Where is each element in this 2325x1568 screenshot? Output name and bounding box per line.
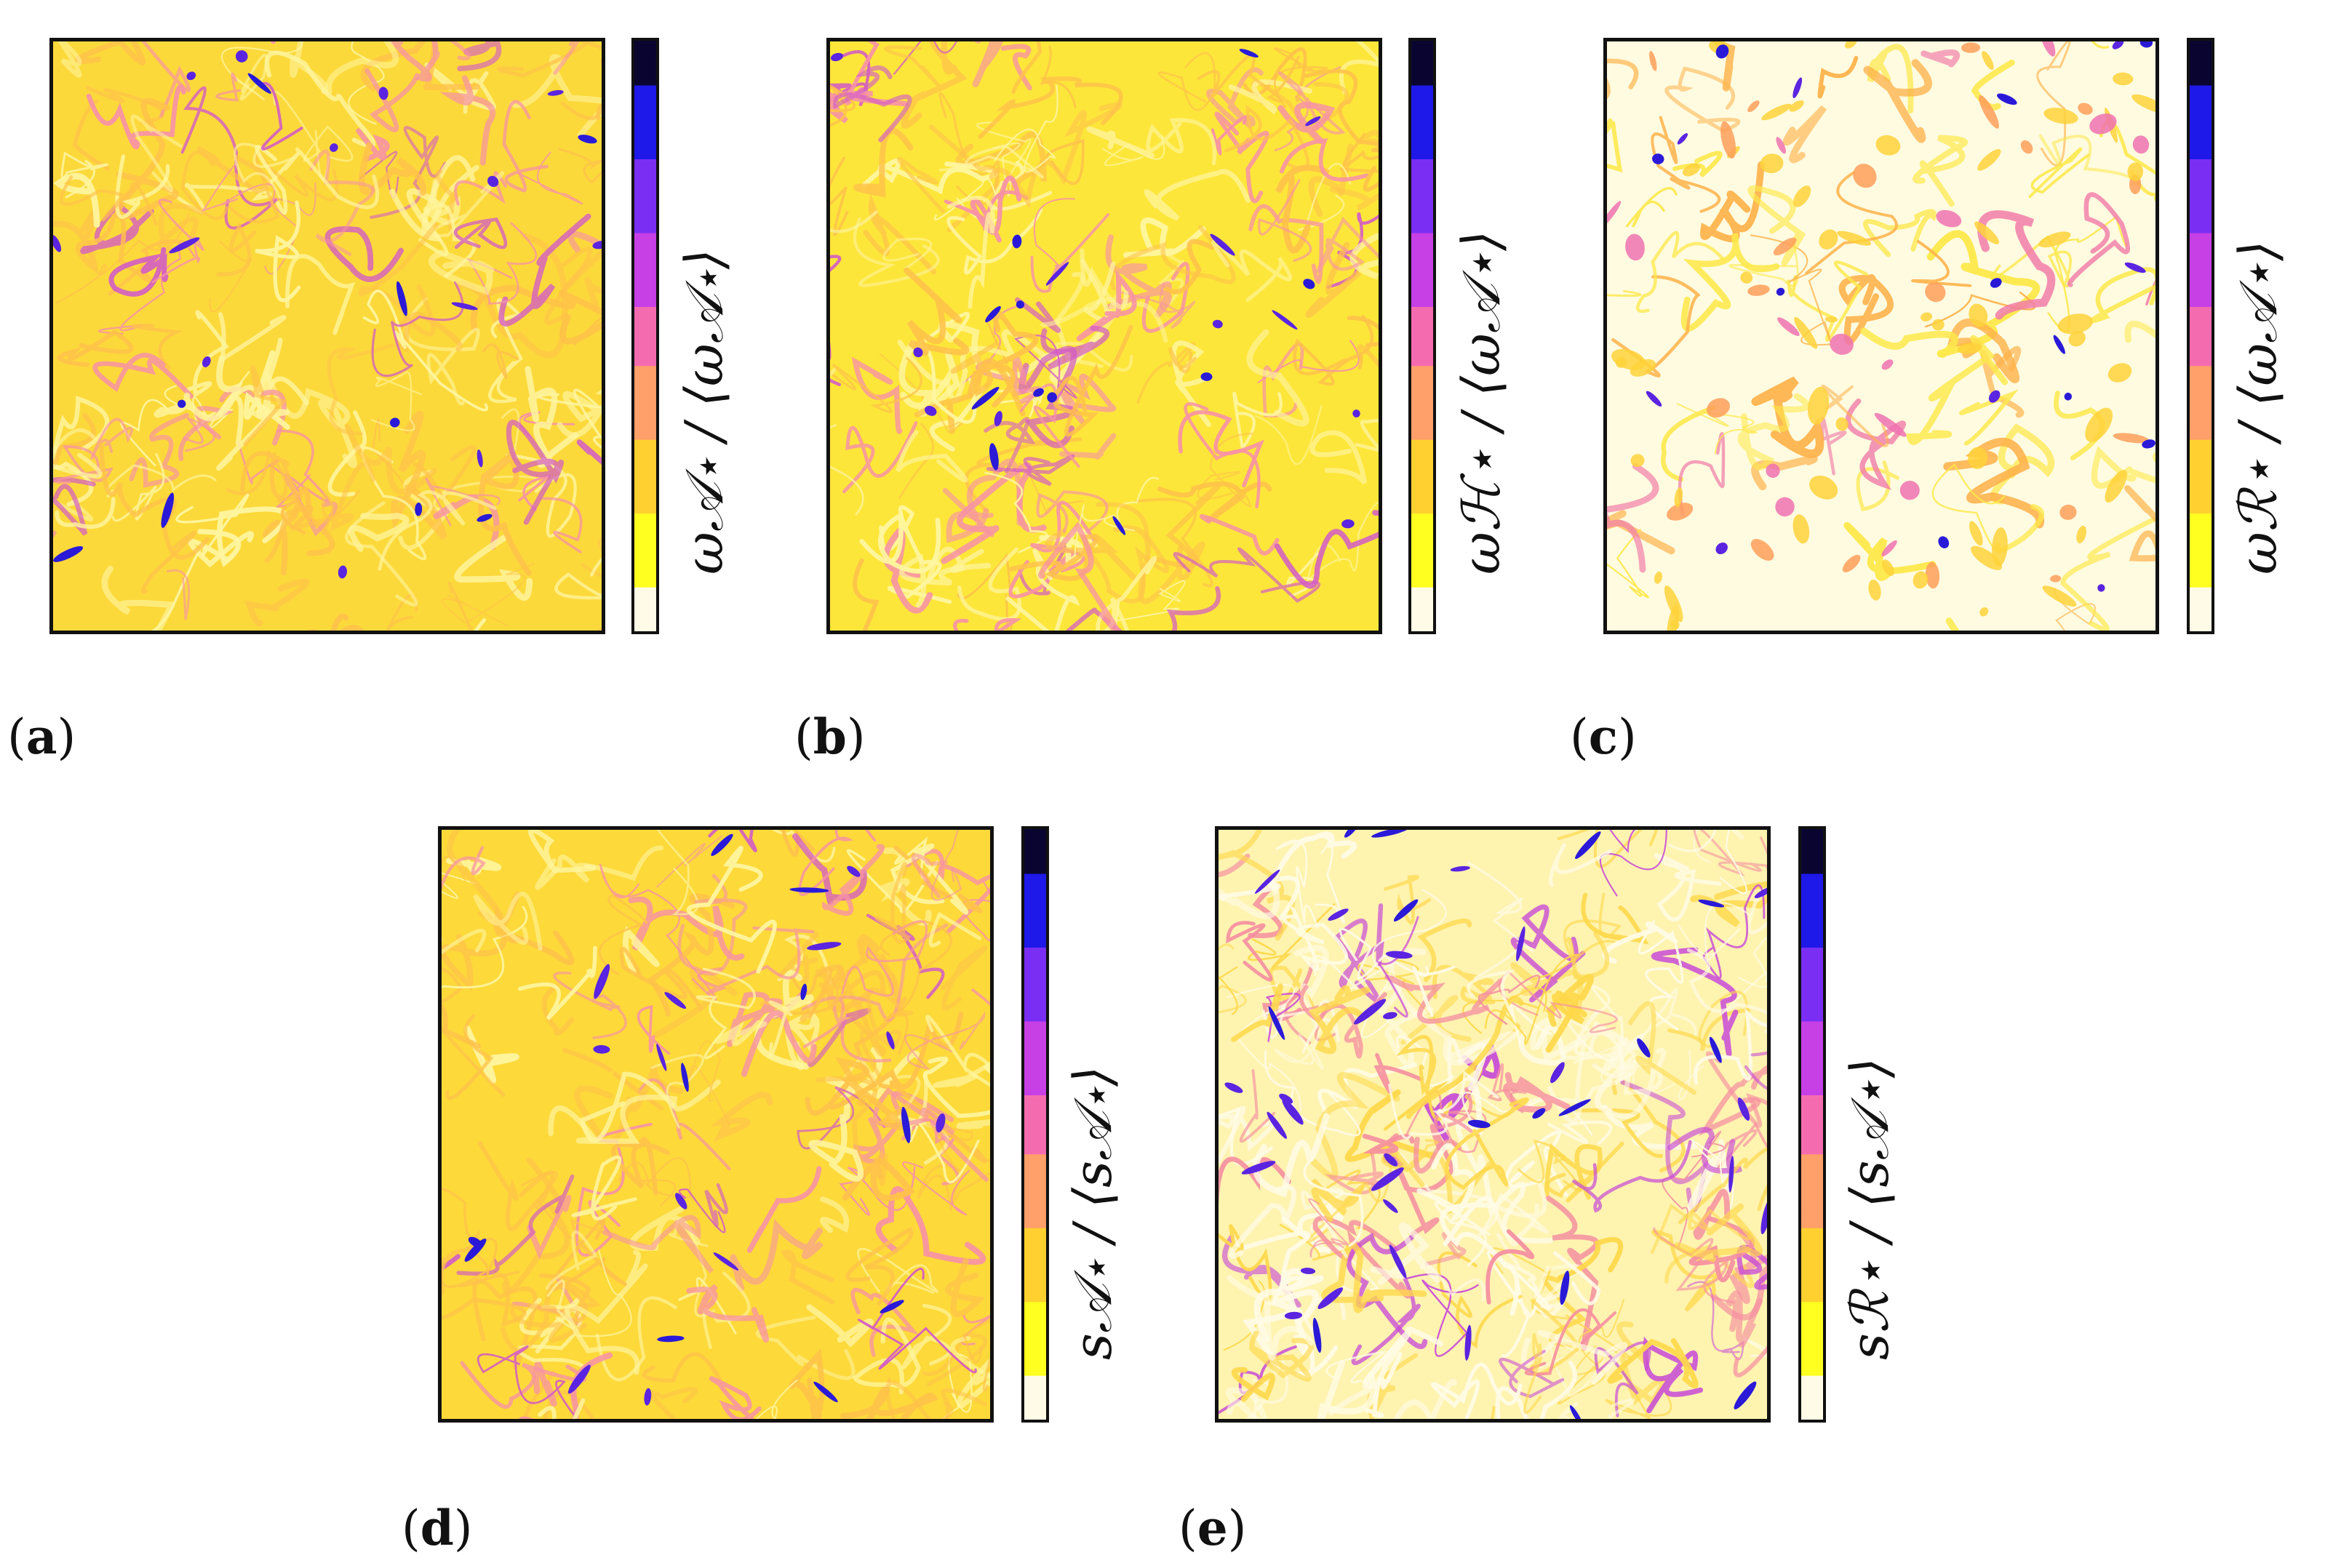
field-panel-b	[826, 38, 1382, 634]
colorbar-gradient-c	[2190, 41, 2212, 631]
colorbar-label-c: ωℛ⋆ / ⟨ω𝒜⋆⟩	[2228, 240, 2289, 575]
colorbar-d	[1021, 826, 1049, 1423]
colorbar-gradient-d	[1024, 829, 1046, 1420]
field-image-d	[442, 830, 990, 1419]
field-image-c	[1607, 41, 2155, 631]
colorbar-label-b: ωℋ⋆ / ⟨ω𝒜⋆⟩	[1451, 230, 1512, 575]
colorbar-label-e: sℛ⋆ / ⟨s𝒜⋆⟩	[1839, 1057, 1900, 1360]
field-image-e	[1219, 830, 1767, 1419]
colorbar-label-a: ω𝒜⋆ / ⟨ω𝒜⋆⟩	[674, 249, 735, 575]
panel-label-e: (e)	[1179, 1500, 1247, 1556]
panel-label-c: (c)	[1570, 708, 1637, 765]
field-panel-e	[1215, 826, 1771, 1423]
field-panel-a	[49, 38, 605, 634]
colorbar-c	[2187, 38, 2214, 634]
field-image-a	[53, 41, 602, 631]
colorbar-gradient-a	[634, 41, 656, 631]
field-panel-c	[1603, 38, 2159, 634]
field-image-b	[830, 41, 1379, 631]
panel-label-b: (b)	[794, 708, 866, 765]
field-panel-d	[438, 826, 994, 1423]
panel-label-d: (d)	[402, 1500, 473, 1556]
colorbar-e	[1798, 826, 1826, 1423]
colorbar-gradient-b	[1411, 41, 1433, 631]
colorbar-label-d: s𝒜⋆ / ⟨s𝒜⋆⟩	[1062, 1065, 1123, 1360]
colorbar-gradient-e	[1801, 829, 1823, 1420]
colorbar-b	[1408, 38, 1436, 634]
panel-label-a: (a)	[7, 708, 76, 765]
colorbar-a	[631, 38, 659, 634]
